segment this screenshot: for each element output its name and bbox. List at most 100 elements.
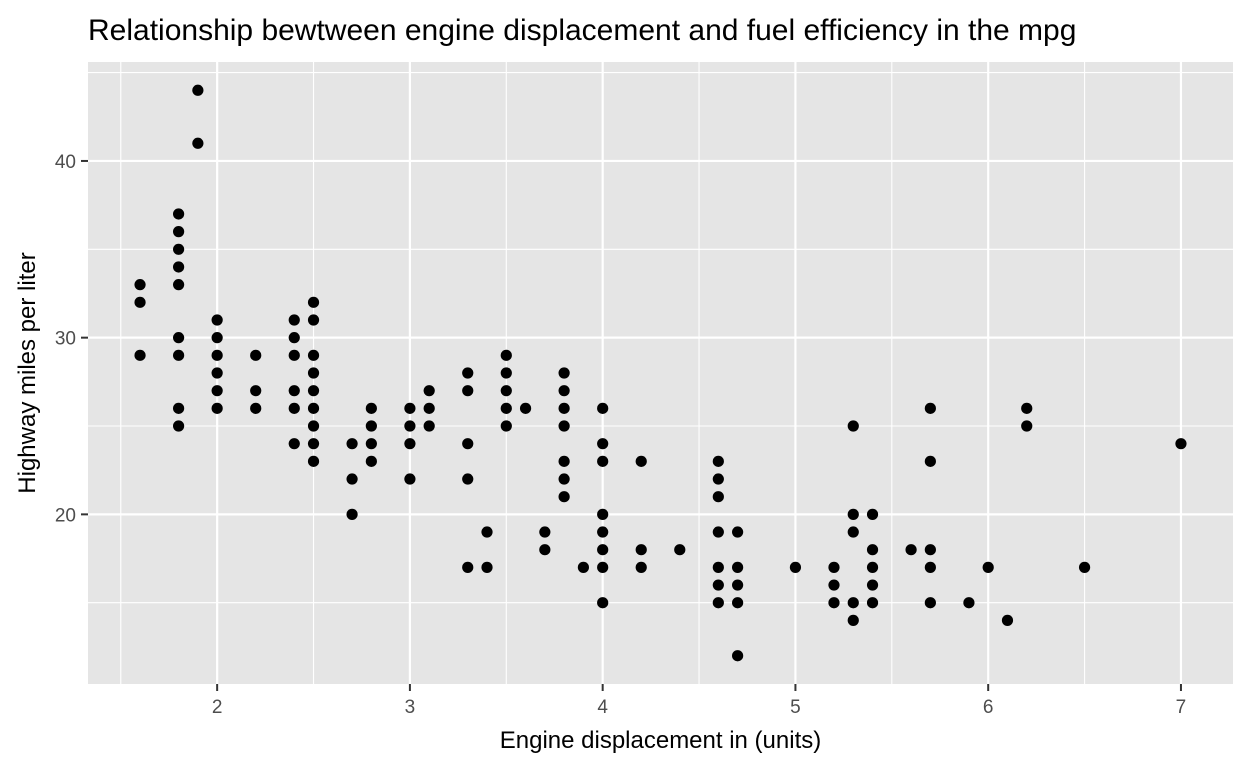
data-point [307, 367, 320, 379]
data-point [211, 314, 223, 326]
data-point [288, 314, 300, 326]
data-point [172, 279, 185, 291]
data-point [924, 402, 936, 414]
data-point [847, 614, 859, 626]
data-point [635, 561, 647, 573]
data-point [307, 420, 320, 432]
plot-panel [88, 62, 1233, 684]
y-tick-label: 20 [55, 505, 76, 526]
data-point [712, 579, 724, 591]
data-point [732, 597, 744, 609]
data-point [1021, 420, 1033, 432]
data-point [211, 402, 223, 414]
y-axis-tick-labels: 20 30 40 [55, 152, 76, 526]
data-point [250, 385, 262, 397]
data-point [847, 508, 859, 520]
data-point [192, 137, 204, 149]
data-point [1175, 438, 1187, 450]
data-point [346, 438, 358, 450]
data-point [462, 385, 474, 397]
data-point [558, 455, 570, 467]
data-point [462, 438, 474, 450]
x-tick-label: 6 [983, 697, 994, 718]
data-point [172, 420, 185, 432]
data-point [307, 349, 320, 361]
data-point [404, 402, 416, 414]
minor-gridlines [88, 62, 1233, 684]
data-point [172, 208, 185, 220]
data-point [500, 402, 512, 414]
data-point [500, 420, 512, 432]
data-point [558, 402, 570, 414]
data-point [635, 544, 647, 556]
data-point [963, 597, 975, 609]
data-point [597, 597, 609, 609]
data-point [288, 332, 300, 344]
data-point [404, 473, 416, 485]
data-point [577, 561, 589, 573]
data-point [1001, 614, 1014, 626]
data-point [866, 544, 879, 556]
data-point [462, 473, 474, 485]
data-point [172, 332, 185, 344]
data-point [288, 349, 300, 361]
data-point [597, 544, 609, 556]
data-point [597, 526, 609, 538]
data-point [924, 544, 936, 556]
data-point [172, 261, 185, 273]
data-point [404, 438, 416, 450]
x-tick-label: 3 [405, 697, 416, 718]
data-point [597, 438, 609, 450]
data-point [597, 455, 609, 467]
data-point [365, 438, 377, 450]
y-tick-label: 40 [55, 152, 76, 173]
data-point [866, 579, 879, 591]
major-gridlines [88, 62, 1233, 684]
data-point [847, 526, 859, 538]
data-point [712, 491, 724, 503]
data-point [307, 438, 320, 450]
data-point [905, 544, 917, 556]
data-point [712, 597, 724, 609]
data-point [558, 367, 570, 379]
data-point [597, 508, 609, 520]
x-tick-label: 5 [790, 697, 801, 718]
data-point [866, 597, 879, 609]
data-point [712, 473, 724, 485]
data-point [558, 385, 570, 397]
data-point [346, 473, 358, 485]
data-points [134, 84, 1187, 662]
data-point [732, 579, 744, 591]
data-point [847, 597, 859, 609]
data-point [134, 279, 146, 291]
data-point [423, 420, 435, 432]
data-point [789, 561, 802, 573]
data-point [866, 561, 879, 573]
data-point [1021, 402, 1033, 414]
data-point [828, 597, 840, 609]
data-point [288, 402, 300, 414]
data-point [134, 296, 146, 308]
data-point [500, 349, 512, 361]
data-point [828, 561, 840, 573]
data-point [172, 243, 185, 255]
data-point [712, 526, 724, 538]
data-point [558, 473, 570, 485]
data-point [172, 402, 185, 414]
data-point [597, 561, 609, 573]
data-point [365, 402, 377, 414]
x-tick-label: 4 [597, 697, 608, 718]
x-axis-title: Engine displacement in (units) [500, 727, 822, 754]
data-point [211, 332, 223, 344]
x-tick-label: 2 [212, 697, 223, 718]
data-point [481, 561, 493, 573]
data-point [1078, 561, 1091, 573]
data-point [211, 367, 223, 379]
data-point [192, 84, 204, 96]
axis-ticks [81, 159, 1182, 691]
data-point [558, 420, 570, 432]
x-axis-tick-labels: 2 3 4 5 6 7 [212, 697, 1186, 718]
data-point [288, 385, 300, 397]
data-point [732, 526, 744, 538]
